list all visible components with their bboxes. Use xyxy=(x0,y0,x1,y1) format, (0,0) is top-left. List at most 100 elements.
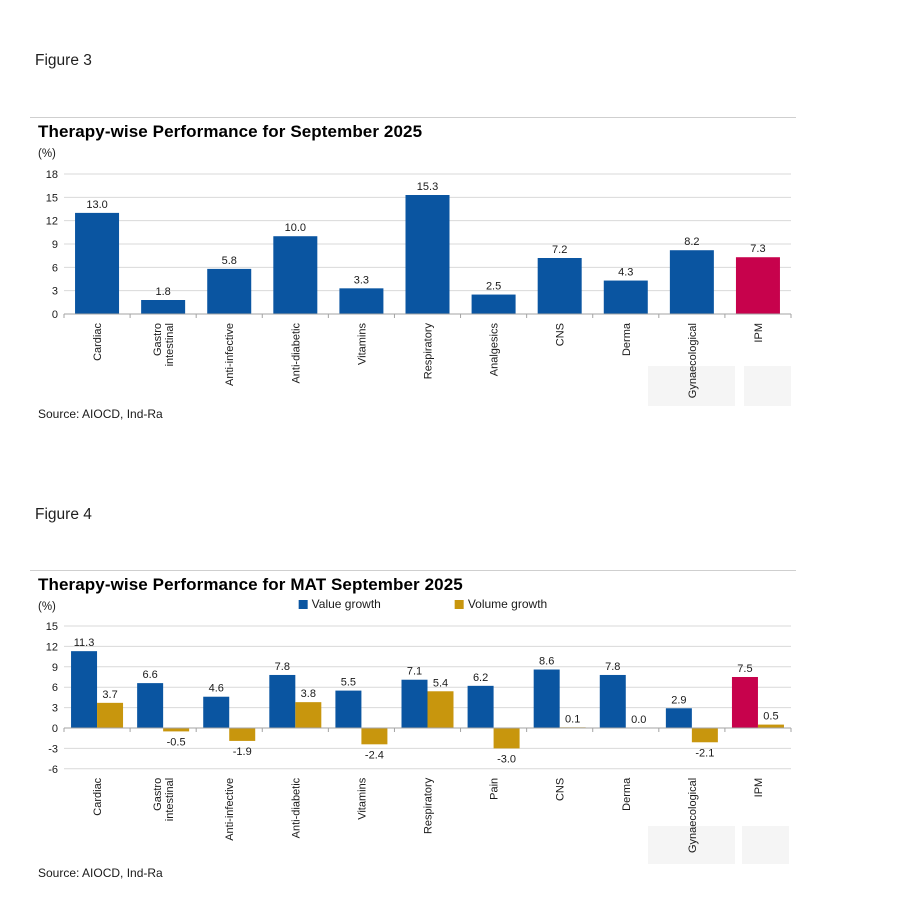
bar-anti-diabetic-value xyxy=(269,674,296,728)
bar-cardiac-value xyxy=(71,651,98,728)
y-tick-label-0: 0 xyxy=(52,723,58,735)
y-tick-label-12: 12 xyxy=(46,641,58,653)
value-label: 4.6 xyxy=(209,683,224,695)
value-label: 0.5 xyxy=(763,711,778,723)
y-tick-label-9: 9 xyxy=(52,239,58,251)
value-label: 2.9 xyxy=(671,694,686,706)
category-label: Anti-diabetic xyxy=(290,323,302,384)
figure3-caption: Figure 3 xyxy=(35,52,92,69)
value-growth-swatch-icon xyxy=(298,599,308,609)
legend-label-volume-growth: Volume growth xyxy=(467,597,548,611)
y-tick-label-15: 15 xyxy=(46,192,58,204)
category-label: Respiratory xyxy=(423,323,435,380)
bar-anti-infective-value xyxy=(203,696,230,728)
figure3-source-note: Source: AIOCD, Ind-Ra xyxy=(38,407,163,421)
figure4-grouped-bar-chart: -6 -3 0 3 6 9 12 15 11.3 6.6 4.6 7.8 5.5 7.1 6.2 8.6 7.8… xyxy=(46,621,792,864)
category-label: CNS xyxy=(555,778,567,801)
value-label: 10.0 xyxy=(285,222,306,234)
category-label: Derma xyxy=(621,777,633,811)
value-label: 7.8 xyxy=(275,661,290,673)
figure4-chart-panel: Therapy-wise Performance for MAT Septemb… xyxy=(30,570,796,881)
value-label: 5.5 xyxy=(341,677,356,689)
value-label: 2.5 xyxy=(486,281,501,293)
y-tick-label--3: -3 xyxy=(48,743,58,755)
bar-gastro-intestinal-volume xyxy=(163,728,190,732)
y-tick-label-12: 12 xyxy=(46,216,58,228)
value-label: 4.3 xyxy=(618,267,633,279)
y-tick-label-6: 6 xyxy=(52,262,58,274)
category-label: Vitamins xyxy=(356,777,368,819)
bar-respiratory-value xyxy=(401,679,428,728)
value-label: 6.2 xyxy=(473,672,488,684)
bar-pain-value xyxy=(467,685,494,728)
value-label: 7.1 xyxy=(407,666,422,678)
figure3-bar-chart: 0 3 6 9 12 15 18 13.0 1.8 5.8 10.0 3.3 15.3 2.5 7.2 4.3… xyxy=(46,169,792,406)
bar-anti-diabetic-volume xyxy=(295,702,322,728)
legend-item-volume-growth: Volume growth xyxy=(454,597,548,611)
watermark-block-0 xyxy=(648,366,735,406)
category-label: Vitamins xyxy=(356,323,368,365)
figure3-meta-row: (%) xyxy=(30,144,796,160)
value-label: 11.3 xyxy=(74,637,95,649)
figure3-chart-panel: Therapy-wise Performance for September 2… xyxy=(30,117,796,421)
category-label: Cardiac xyxy=(92,323,104,361)
bar-gynaecological-value xyxy=(665,708,692,728)
bar-pain-volume xyxy=(493,728,520,749)
bar-respiratory xyxy=(405,195,450,314)
bar-ipm-volume xyxy=(757,724,784,728)
category-label: Gynaecological xyxy=(687,323,699,398)
bar-gynaecological-volume xyxy=(691,728,718,743)
legend-label-value-growth: Value growth xyxy=(311,597,381,611)
value-label: -3.0 xyxy=(497,753,516,765)
figure4-chart-title: Therapy-wise Performance for MAT Septemb… xyxy=(38,575,463,594)
bar-gynaecological xyxy=(669,250,714,314)
bar-derma-value xyxy=(599,674,626,728)
watermark-block-0 xyxy=(648,826,735,864)
category-label: IPM xyxy=(753,778,765,798)
bar-respiratory-volume xyxy=(427,691,454,728)
y-tick-label-9: 9 xyxy=(52,662,58,674)
category-label: Pain xyxy=(489,778,501,800)
bar-ipm-value xyxy=(731,677,758,728)
figure4-meta-row: (%) Value growth Volume growth xyxy=(30,597,796,613)
figure3-y-axis-unit-label: (%) xyxy=(38,148,56,160)
value-label: 7.3 xyxy=(750,243,765,255)
bar-vitamins xyxy=(339,288,384,314)
watermark-block-1 xyxy=(742,826,789,864)
value-label: 8.2 xyxy=(684,236,699,248)
bar-anti-diabetic xyxy=(273,236,318,314)
value-label: 3.8 xyxy=(301,688,316,700)
category-label: Analgesics xyxy=(489,323,501,377)
category-label: CNS xyxy=(555,323,567,346)
figure3-chart-title: Therapy-wise Performance for September 2… xyxy=(38,122,423,141)
figure4-caption: Figure 4 xyxy=(35,506,92,523)
y-tick-label-3: 3 xyxy=(52,703,58,715)
bar-anti-infective xyxy=(207,268,252,314)
volume-growth-swatch-icon xyxy=(454,599,464,609)
figure4-chart-legend: Value growth Volume growth xyxy=(298,597,548,611)
category-label: intestinal xyxy=(164,323,176,366)
bar-derma xyxy=(603,280,648,314)
category-label: Gastro xyxy=(152,778,164,811)
y-tick-label-18: 18 xyxy=(46,169,58,181)
y-tick-label-15: 15 xyxy=(46,621,58,633)
y-tick-label-3: 3 xyxy=(52,286,58,298)
category-label: Cardiac xyxy=(92,777,104,815)
value-label: -2.1 xyxy=(695,747,714,759)
bar-analgesics xyxy=(471,294,516,314)
value-label: 0.0 xyxy=(631,714,646,726)
bar-gastro-intestinal xyxy=(141,300,186,314)
category-label: Anti-infective xyxy=(224,323,236,386)
value-label: 13.0 xyxy=(86,199,107,211)
value-label: 1.8 xyxy=(155,286,170,298)
value-label: -1.9 xyxy=(233,746,252,758)
value-label: 7.8 xyxy=(605,661,620,673)
value-label: 3.7 xyxy=(102,689,117,701)
bar-cns-value xyxy=(533,669,560,728)
value-label: 15.3 xyxy=(417,181,438,193)
y-tick-label-0: 0 xyxy=(52,309,58,321)
bar-vitamins-value xyxy=(335,690,362,728)
category-label: Gynaecological xyxy=(687,778,699,853)
bar-ipm xyxy=(735,257,780,314)
